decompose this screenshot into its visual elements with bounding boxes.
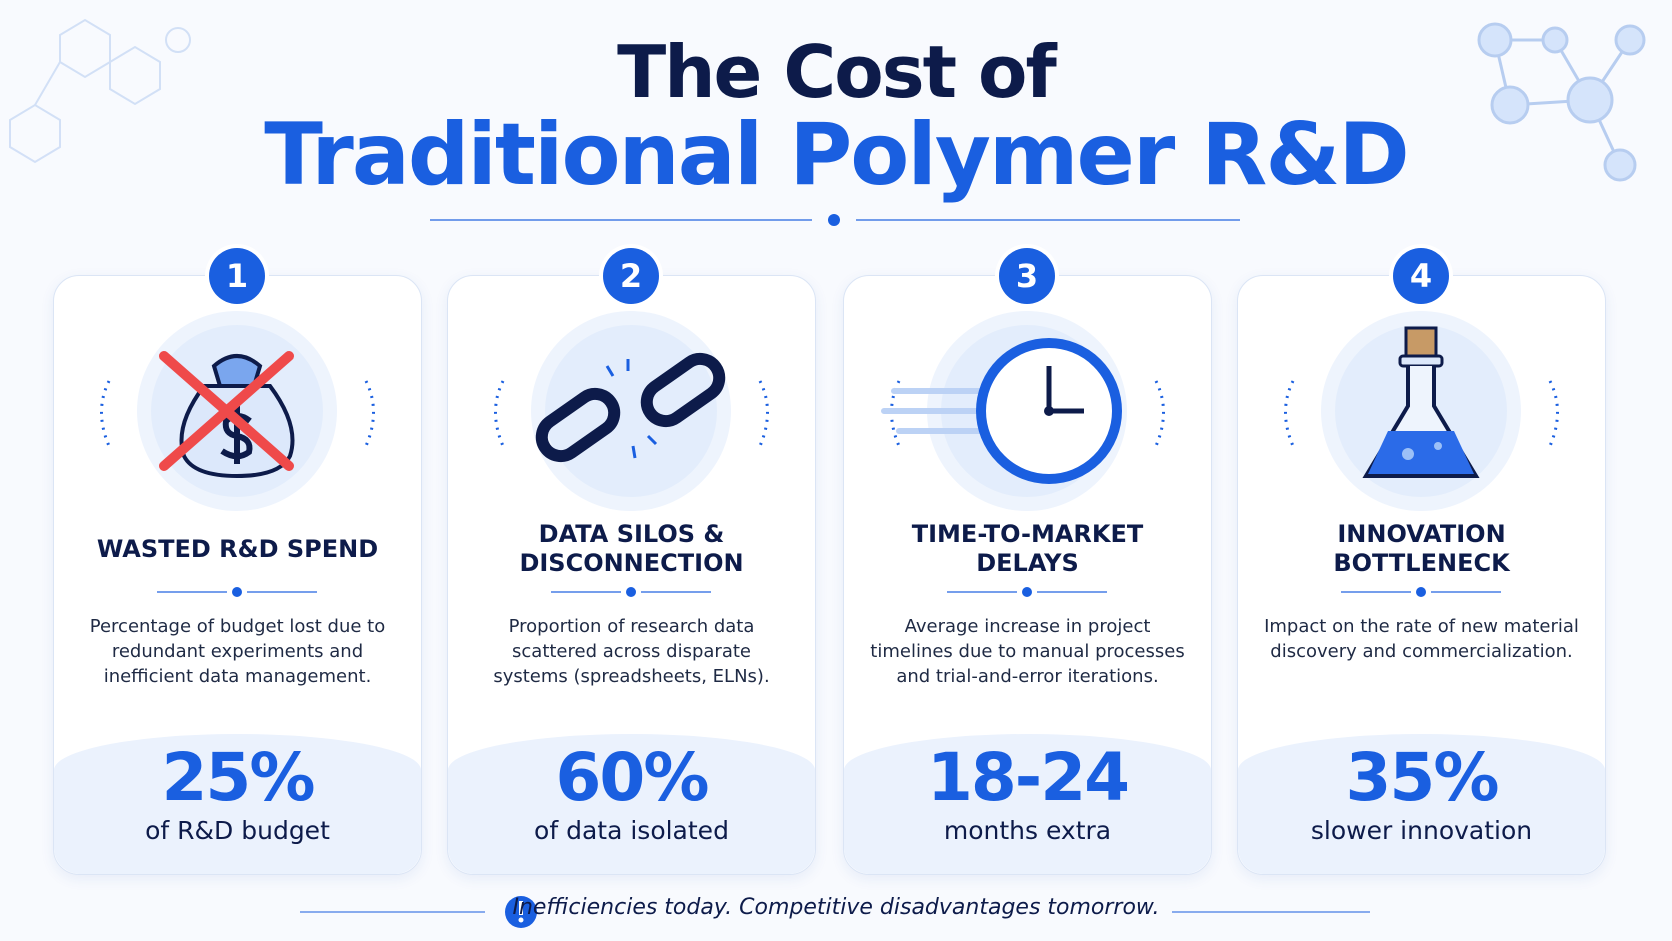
card-number: 2 (603, 248, 659, 304)
heading-line: WASTED R&D SPEND (96, 534, 379, 563)
stat-label: of data isolated (534, 816, 729, 845)
stat-background (1238, 734, 1605, 874)
card-number: 3 (999, 248, 1055, 304)
card-heading: DATA SILOS & DISCONNECTION (458, 516, 805, 582)
stat-background (54, 734, 421, 874)
card-description: Impact on the rate of new material disco… (1264, 616, 1579, 662)
card: 1 WASTED R&D SPEND Percentage of budget lo… (53, 248, 422, 875)
heading-line: INNOVATION (1337, 520, 1506, 548)
card-heading: TIME-TO-MARKET DELAYS (854, 516, 1201, 582)
divider (947, 587, 1107, 597)
card-icon (881, 311, 1165, 511)
heading-line: DELAYS (976, 549, 1079, 577)
heading-line: DATA SILOS & (538, 520, 725, 548)
card-icon (1284, 311, 1559, 511)
stat-value: 25% (161, 739, 316, 816)
footer-text: Inefficiencies today. Competitive disadv… (512, 895, 1160, 920)
card-icon (100, 311, 375, 511)
card-description: Average increase in project timelines du… (870, 616, 1185, 687)
divider (1341, 587, 1501, 597)
stat-label: months extra (943, 816, 1112, 845)
stat-label: of R&D budget (145, 816, 330, 845)
heading-line: TIME-TO-MARKET (911, 520, 1144, 548)
card-heading: INNOVATION BOTTLENECK (1248, 516, 1595, 582)
card-description: Percentage of budget lost due to redunda… (89, 616, 386, 687)
divider (551, 587, 711, 597)
stat-label: slower innovation (1310, 816, 1533, 845)
title: The Cost of (617, 30, 1057, 114)
stat-value: 18-24 (926, 739, 1130, 816)
card: 4 INNOVATION BOTTLENECK Impact on the rate … (1237, 248, 1606, 875)
stat-background (448, 734, 815, 874)
card-description: Proportion of research data scattered ac… (493, 616, 770, 687)
heading-line: BOTTLENECK (1333, 549, 1510, 577)
heading-line: DISCONNECTION (519, 549, 744, 577)
card: 3 TIME-TO-MARKET DELAYS Average increase in… (843, 248, 1212, 875)
divider (157, 587, 317, 597)
stat-value: 60% (555, 739, 710, 816)
title: Traditional Polymer R&D (264, 105, 1410, 205)
card: 2 DATA SILOS & DISCONNECTION Proportion of … (447, 248, 816, 875)
card-icon (494, 311, 769, 511)
card-number: 1 (209, 248, 265, 304)
card-heading: WASTED R&D SPEND (64, 516, 411, 582)
card-number: 4 (1393, 248, 1449, 304)
stat-background (844, 734, 1211, 874)
stat-value: 35% (1345, 739, 1500, 816)
